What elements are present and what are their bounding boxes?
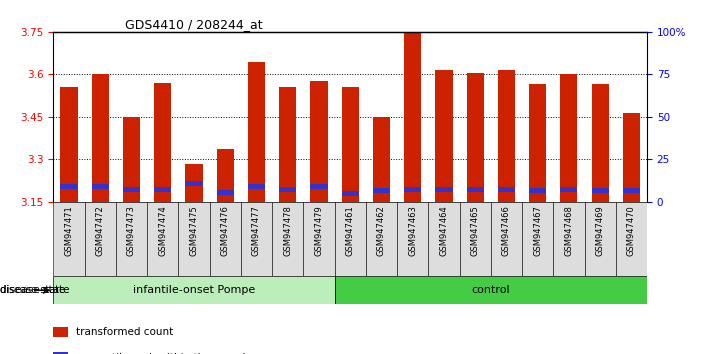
Text: percentile rank within the sample: percentile rank within the sample <box>76 353 252 354</box>
Bar <box>241 202 272 276</box>
Bar <box>428 202 459 276</box>
Text: GSM947462: GSM947462 <box>377 205 386 256</box>
Text: control: control <box>471 285 510 295</box>
Text: disease state: disease state <box>0 285 73 295</box>
Text: GDS4410 / 208244_at: GDS4410 / 208244_at <box>124 18 262 31</box>
Bar <box>53 276 335 304</box>
Bar <box>186 164 203 202</box>
Bar <box>623 188 640 193</box>
Bar <box>522 202 553 276</box>
Text: infantile-onset Pompe: infantile-onset Pompe <box>133 285 255 295</box>
Text: disease state: disease state <box>0 285 65 295</box>
Bar <box>123 187 140 192</box>
Bar <box>592 84 609 202</box>
Bar <box>335 202 365 276</box>
Bar <box>248 184 265 189</box>
Bar <box>404 187 421 192</box>
Bar <box>304 202 335 276</box>
Bar <box>491 202 522 276</box>
Text: GSM947474: GSM947474 <box>158 205 167 256</box>
Text: transformed count: transformed count <box>76 327 173 337</box>
Bar <box>529 188 546 193</box>
Bar <box>60 184 77 189</box>
Bar <box>154 83 171 202</box>
Bar <box>123 117 140 202</box>
Bar <box>616 202 647 276</box>
Bar <box>435 187 452 192</box>
Text: GSM947479: GSM947479 <box>314 205 324 256</box>
Bar <box>623 113 640 202</box>
Bar <box>397 202 428 276</box>
Bar <box>147 202 178 276</box>
Bar <box>466 187 483 192</box>
Bar <box>592 188 609 193</box>
Text: GSM947465: GSM947465 <box>471 205 480 256</box>
Text: GSM947472: GSM947472 <box>96 205 105 256</box>
Bar <box>459 202 491 276</box>
Bar <box>553 202 584 276</box>
Text: GSM947478: GSM947478 <box>283 205 292 256</box>
Bar <box>341 87 359 202</box>
Bar <box>217 149 234 202</box>
Text: GSM947471: GSM947471 <box>65 205 73 256</box>
Bar <box>373 117 390 202</box>
Bar <box>404 32 421 202</box>
Bar <box>560 74 577 202</box>
Bar <box>210 202 241 276</box>
Text: GSM947466: GSM947466 <box>502 205 511 256</box>
Bar <box>584 202 616 276</box>
Bar <box>85 202 116 276</box>
Bar <box>560 187 577 192</box>
Bar <box>279 187 296 192</box>
Bar <box>178 202 210 276</box>
Bar <box>466 73 483 202</box>
Bar <box>248 62 265 202</box>
Bar <box>186 181 203 186</box>
Bar <box>53 202 85 276</box>
Bar <box>116 202 147 276</box>
Text: GSM947461: GSM947461 <box>346 205 355 256</box>
Text: GSM947469: GSM947469 <box>596 205 604 256</box>
Bar <box>310 184 328 189</box>
Bar <box>154 187 171 192</box>
Bar <box>365 202 397 276</box>
Bar <box>92 184 109 189</box>
Bar <box>272 202 304 276</box>
Bar <box>498 70 515 202</box>
Bar <box>217 190 234 195</box>
Text: GSM947464: GSM947464 <box>439 205 449 256</box>
Text: GSM947470: GSM947470 <box>627 205 636 256</box>
Bar <box>498 187 515 192</box>
Text: GSM947475: GSM947475 <box>189 205 198 256</box>
Bar <box>335 276 647 304</box>
Text: GSM947463: GSM947463 <box>408 205 417 256</box>
Bar <box>435 70 452 202</box>
Bar <box>92 74 109 202</box>
Bar <box>373 188 390 193</box>
Bar <box>279 87 296 202</box>
Text: GSM947476: GSM947476 <box>220 205 230 256</box>
Bar <box>529 84 546 202</box>
Text: GSM947468: GSM947468 <box>565 205 573 256</box>
Bar <box>53 327 68 337</box>
Text: GSM947473: GSM947473 <box>127 205 136 256</box>
Text: GSM947477: GSM947477 <box>252 205 261 256</box>
Bar <box>310 81 328 202</box>
Bar <box>60 87 77 202</box>
Bar <box>341 191 359 196</box>
Bar <box>53 352 68 354</box>
Text: GSM947467: GSM947467 <box>533 205 542 256</box>
